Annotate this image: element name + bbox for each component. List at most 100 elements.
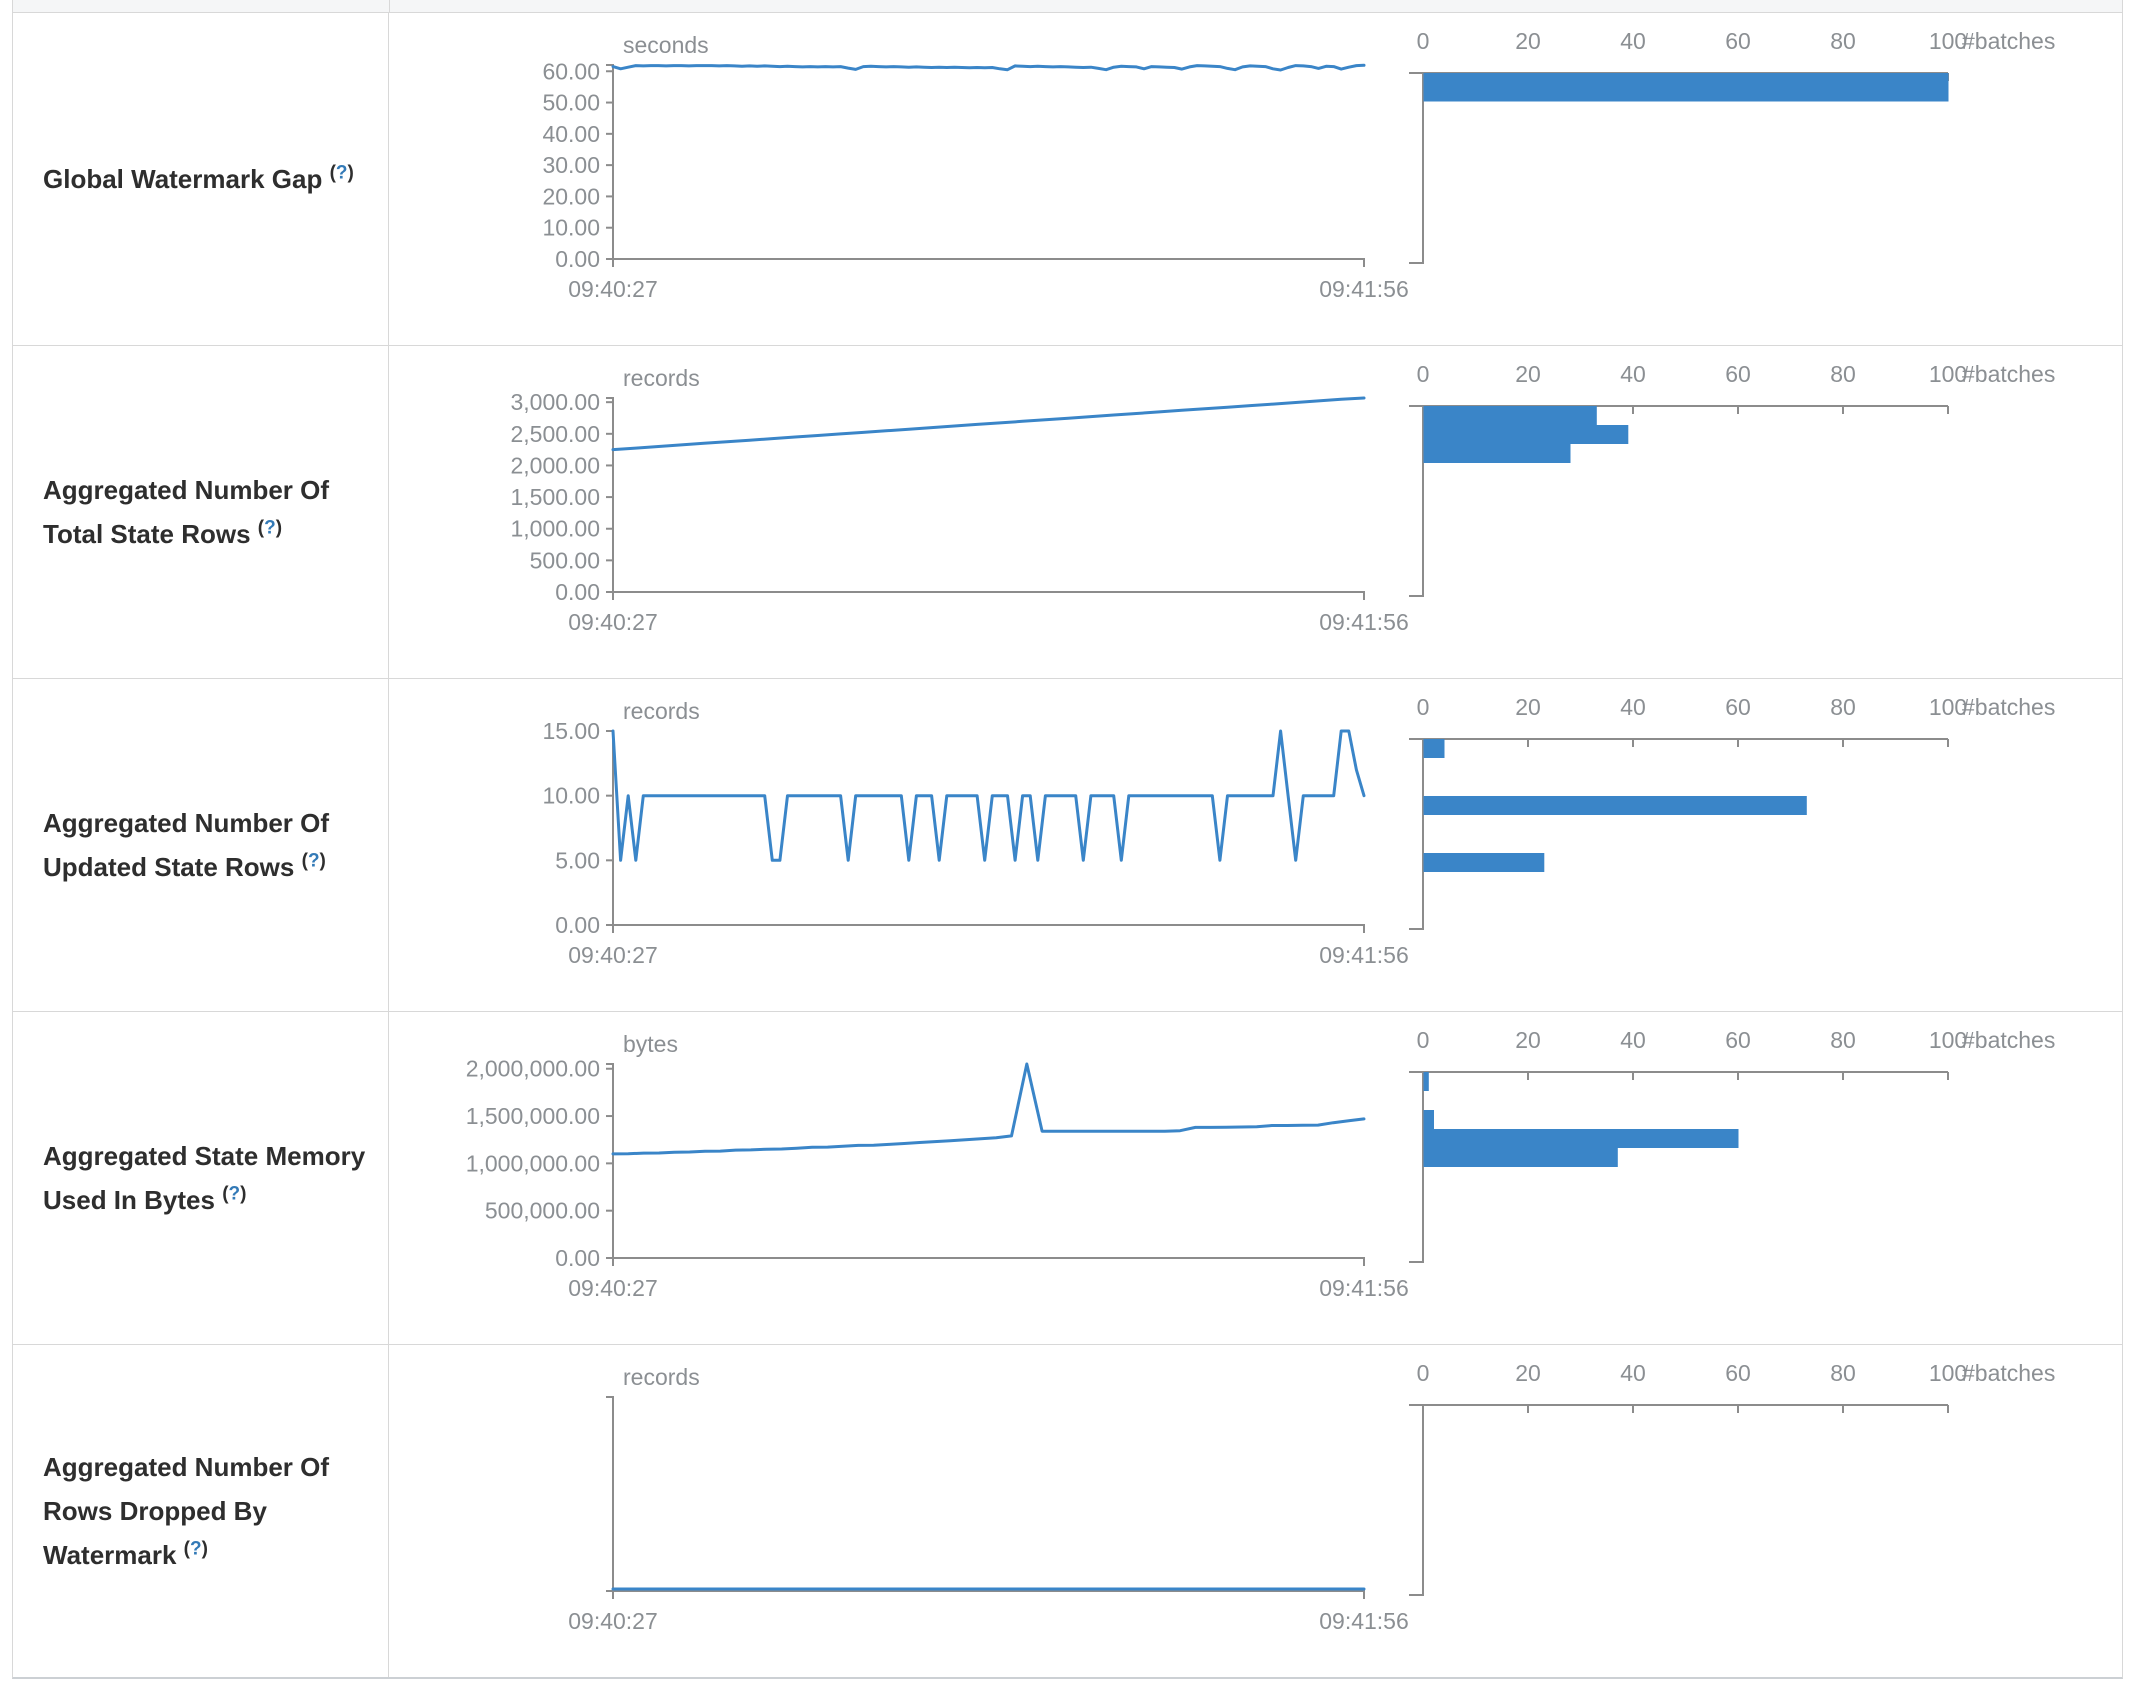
y-tick-label: 1,000,000.00 bbox=[466, 1150, 600, 1176]
metric-row: Aggregated Number Of Rows Dropped By Wat… bbox=[13, 1345, 2122, 1677]
help-tooltip-link[interactable]: (?) bbox=[184, 1538, 208, 1559]
table-row-partial bbox=[13, 0, 2122, 13]
help-tooltip-link[interactable]: (?) bbox=[222, 1183, 246, 1204]
x-start-label: 09:40:27 bbox=[568, 276, 658, 302]
help-tooltip-link[interactable]: (?) bbox=[330, 162, 354, 183]
help-paren-open: ( bbox=[301, 850, 308, 872]
histogram-x-tick-label: 0 bbox=[1417, 28, 1430, 54]
histogram-bar bbox=[1423, 1148, 1618, 1167]
histogram-x-tick-label: 60 bbox=[1725, 361, 1751, 387]
x-axis bbox=[612, 924, 1365, 933]
histogram-bar bbox=[1423, 796, 1807, 815]
histogram-chart: 0 20 40 60 80 100#batches bbox=[1409, 1360, 2055, 1596]
help-question-icon[interactable]: ? bbox=[190, 1538, 202, 1560]
help-tooltip-link[interactable]: (?) bbox=[258, 517, 282, 538]
x-start-label: 09:40:27 bbox=[568, 1275, 658, 1301]
help-question-icon[interactable]: ? bbox=[264, 517, 276, 539]
histogram-x-tick-label: 60 bbox=[1725, 28, 1751, 54]
charts-cell: records 09:40:27 09:41:56 0 20 40 60 80 100 #batc… bbox=[389, 1345, 2122, 1677]
metric-label-cell: Aggregated Number Of Updated State Rows … bbox=[13, 679, 389, 1011]
y-tick-label: 50.00 bbox=[542, 90, 600, 116]
histogram-x-tick-label: 40 bbox=[1620, 361, 1646, 387]
histogram-x-tick-label: 60 bbox=[1725, 1360, 1751, 1386]
histogram-x-tick-label: 20 bbox=[1515, 1360, 1541, 1386]
y-tick-label: 0.00 bbox=[555, 1245, 600, 1271]
metric-row: Aggregated Number Of Updated State Rows … bbox=[13, 679, 2122, 1012]
y-tick-label: 3,000.00 bbox=[510, 389, 600, 415]
histogram-bar bbox=[1423, 444, 1571, 463]
charts-cell: seconds 0.00 10.00 20.00 30.00 40.00 50.00 60.0… bbox=[389, 13, 2122, 345]
help-paren-open: ( bbox=[329, 162, 336, 184]
y-tick-label: 15.00 bbox=[542, 718, 600, 744]
histogram-bar bbox=[1423, 73, 1949, 102]
x-end-label: 09:41:56 bbox=[1319, 942, 1409, 968]
y-axis bbox=[606, 730, 614, 926]
help-question-icon[interactable]: ? bbox=[228, 1183, 241, 1205]
help-paren-close: ) bbox=[319, 850, 326, 872]
help-paren-open: ( bbox=[257, 517, 265, 539]
histogram-x-tick-label: 80 bbox=[1830, 1027, 1856, 1053]
metric-label-text: Global Watermark Gap bbox=[43, 163, 323, 194]
metric-label: Aggregated Number Of Rows Dropped By Wat… bbox=[43, 1445, 372, 1578]
histogram-y-axis bbox=[1409, 739, 1424, 930]
help-question-icon[interactable]: ? bbox=[307, 850, 320, 872]
help-paren-close: ) bbox=[275, 517, 283, 539]
y-tick-label: 40.00 bbox=[542, 121, 600, 147]
y-tick-label: 2,000,000.00 bbox=[466, 1056, 600, 1082]
y-tick-label: 1,500.00 bbox=[510, 484, 600, 510]
histogram-x-tick-label: 40 bbox=[1620, 1360, 1646, 1386]
x-axis bbox=[612, 1257, 1365, 1266]
x-end-label: 09:41:56 bbox=[1319, 276, 1409, 302]
histogram-x-tick-label: 40 bbox=[1620, 694, 1646, 720]
help-question-icon[interactable]: ? bbox=[335, 162, 348, 184]
histogram-batches-label: #batches bbox=[1962, 1027, 2055, 1053]
y-axis bbox=[606, 397, 614, 593]
histogram-bar bbox=[1423, 1129, 1739, 1148]
histogram-bar bbox=[1423, 739, 1445, 758]
histogram-x-tick-label: 0 bbox=[1417, 1027, 1430, 1053]
histogram-chart: 0 20 40 60 80 100#batches bbox=[1409, 28, 2055, 264]
histogram-x-tick-label: 20 bbox=[1515, 28, 1541, 54]
histogram-batches-label: #batches bbox=[1962, 361, 2055, 387]
charts-cell: records 0.00 500.00 1,000.00 1,500.00 2,000.0… bbox=[389, 346, 2122, 678]
histogram-batches-label: #batches bbox=[1962, 28, 2055, 54]
y-tick-label: 500,000.00 bbox=[485, 1198, 600, 1224]
metric-label: Aggregated Number Of Total State Rows (?… bbox=[43, 468, 372, 556]
histogram-x-tick-label: 20 bbox=[1515, 694, 1541, 720]
y-tick-label: 20.00 bbox=[542, 183, 600, 209]
histogram-x-tick-label: 80 bbox=[1830, 694, 1856, 720]
charts-cell: records 0.00 5.00 10.00 15.00 09:40:27 09:41:5… bbox=[389, 679, 2122, 1011]
histogram-bar bbox=[1423, 1072, 1429, 1091]
x-axis bbox=[612, 591, 1365, 600]
histogram-chart: 0 20 40 60 80 100#batches bbox=[1409, 1027, 2055, 1263]
histogram-x-tick-label: 100 bbox=[1929, 694, 1967, 720]
y-tick-label: 0.00 bbox=[555, 579, 600, 605]
histogram-x-tick-label: 100 bbox=[1929, 1360, 1967, 1386]
timeline-chart: records 0.00 500.00 1,000.00 1,500.00 2,000.0… bbox=[510, 365, 1408, 635]
x-start-label: 09:40:27 bbox=[568, 609, 658, 635]
y-tick-label: 2,000.00 bbox=[510, 452, 600, 478]
y-tick-label: 10.00 bbox=[542, 215, 600, 241]
y-tick-label: 0.00 bbox=[555, 246, 600, 272]
histogram-bar bbox=[1423, 1110, 1434, 1129]
metric-label: Aggregated Number Of Updated State Rows … bbox=[43, 801, 372, 889]
metric-label-cell: Aggregated Number Of Rows Dropped By Wat… bbox=[13, 1345, 389, 1677]
histogram-y-axis bbox=[1409, 1405, 1424, 1596]
timeline-chart: bytes 0.00 500,000.00 1,000,000.00 1,500,000… bbox=[466, 1031, 1409, 1301]
timeline-series bbox=[611, 1062, 1366, 1156]
metric-label-cell: Global Watermark Gap (?) bbox=[13, 13, 389, 345]
y-tick-label: 2,500.00 bbox=[510, 421, 600, 447]
histogram-x-tick-label: 80 bbox=[1830, 361, 1856, 387]
y-tick-label: 1,000.00 bbox=[510, 516, 600, 542]
y-tick-label: 10.00 bbox=[542, 783, 600, 809]
x-start-label: 09:40:27 bbox=[568, 1608, 658, 1634]
histogram-y-axis bbox=[1409, 73, 1424, 264]
metric-label: Global Watermark Gap (?) bbox=[43, 157, 354, 201]
histogram-x-tick-label: 100 bbox=[1929, 1027, 1967, 1053]
y-tick-label: 0.00 bbox=[555, 912, 600, 938]
y-tick-label: 30.00 bbox=[542, 152, 600, 178]
timeline-chart: records 0.00 5.00 10.00 15.00 09:40:27 09:41:5… bbox=[542, 698, 1409, 968]
histogram-bar bbox=[1423, 425, 1629, 444]
help-tooltip-link[interactable]: (?) bbox=[302, 850, 326, 871]
table-row-partial-chart-cell bbox=[390, 0, 2122, 12]
